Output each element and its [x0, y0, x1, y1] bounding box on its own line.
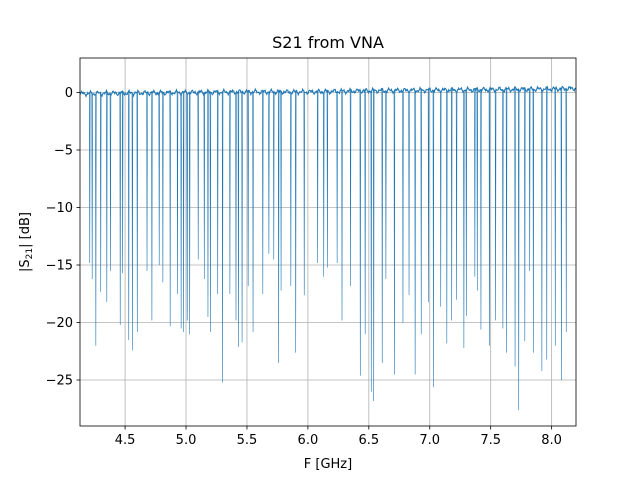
- s21-trace: [89, 86, 567, 411]
- x-tick-label: 7.5: [480, 433, 501, 448]
- x-tick-label: 7.0: [419, 433, 440, 448]
- x-tick-label: 6.5: [358, 433, 379, 448]
- s21-baseline: [80, 85, 576, 98]
- plot-frame: [79, 57, 577, 427]
- y-axis-ticks: 0 −5 −10 −15 −20 −25: [46, 86, 80, 389]
- y-tick-label: −5: [54, 144, 73, 159]
- y-tick-label: −25: [46, 374, 73, 389]
- y-tick-label: 0: [65, 86, 73, 101]
- y-tick-label: −10: [46, 201, 73, 216]
- x-tick-label: 4.5: [115, 433, 136, 448]
- x-axis-ticks: 4.5 5.0 5.5 6.0 6.5 7.0 7.5 8.0: [115, 426, 562, 448]
- y-tick-label: −15: [46, 259, 73, 274]
- x-axis-label: F [GHz]: [304, 457, 352, 472]
- chart-title: S21 from VNA: [272, 33, 384, 52]
- x-tick-label: 5.0: [176, 433, 197, 448]
- y-axis-label: |S21| [dB]: [18, 212, 35, 272]
- x-tick-label: 5.5: [237, 433, 258, 448]
- y-axis-label-start: |S: [18, 259, 33, 272]
- x-tick-label: 6.0: [298, 433, 319, 448]
- y-axis-label-end: | [dB]: [18, 212, 33, 248]
- plot-lines: [80, 85, 576, 411]
- y-tick-label: −20: [46, 316, 73, 331]
- y-axis-label-subscript: 21: [25, 248, 35, 259]
- x-tick-label: 8.0: [541, 433, 562, 448]
